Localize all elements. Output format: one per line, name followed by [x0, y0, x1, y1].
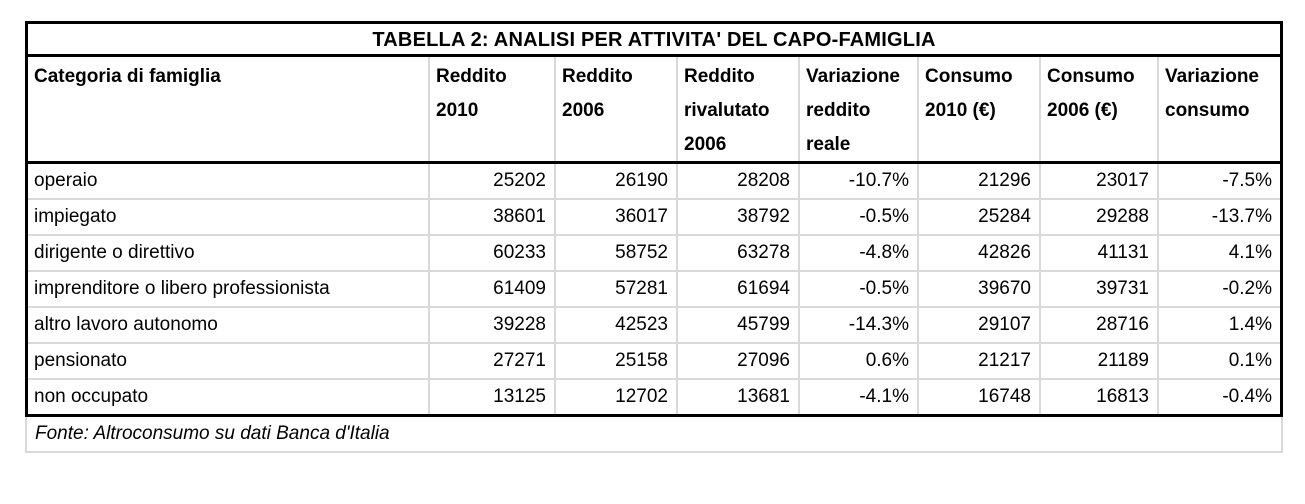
cell-reddito-2010: 38601 [428, 200, 554, 234]
header-row: Categoria di famiglia Reddito 2010 Reddi… [28, 57, 1280, 164]
cell-variazione-reddito-reale: -0.5% [798, 200, 917, 234]
cell-consumo-2006: 28716 [1039, 308, 1157, 342]
cell-consumo-2006: 39731 [1039, 272, 1157, 306]
cell-reddito-rivalutato-2006: 45799 [676, 308, 798, 342]
tabella-2-analisi: TABELLA 2: ANALISI PER ATTIVITA' DEL CAP… [25, 21, 1283, 453]
source-note: Fonte: Altroconsumo su dati Banca d'Ital… [25, 417, 1283, 453]
cell-reddito-rivalutato-2006: 27096 [676, 344, 798, 378]
cell-categoria: operaio [34, 170, 98, 191]
cell-reddito-2006: 25158 [554, 344, 676, 378]
cell-reddito-2010: 39228 [428, 308, 554, 342]
column-header-consumo-2006: Consumo 2006 (€) [1039, 57, 1157, 161]
cell-reddito-2010: 13125 [428, 380, 554, 414]
cell-variazione-reddito-reale: -4.8% [798, 236, 917, 270]
cell-consumo-2006: 16813 [1039, 380, 1157, 414]
cell-categoria: altro lavoro autonomo [34, 314, 218, 335]
cell-consumo-2010: 42826 [917, 236, 1039, 270]
cell-variazione-reddito-reale: -10.7% [798, 164, 917, 198]
cell-variazione-reddito-reale: -14.3% [798, 308, 917, 342]
cell-variazione-consumo: -13.7% [1157, 200, 1280, 234]
cell-reddito-rivalutato-2006: 61694 [676, 272, 798, 306]
cell-reddito-rivalutato-2006: 28208 [676, 164, 798, 198]
column-header-variazione-reddito-reale: Variazione reddito reale [798, 57, 917, 161]
table-title: TABELLA 2: ANALISI PER ATTIVITA' DEL CAP… [28, 24, 1280, 57]
cell-reddito-2010: 25202 [428, 164, 554, 198]
cell-reddito-2006: 26190 [554, 164, 676, 198]
table-row: non occupato 13125 12702 13681 -4.1% 167… [28, 378, 1280, 414]
table-row: operaio 25202 26190 28208 -10.7% 21296 2… [28, 164, 1280, 198]
cell-reddito-2006: 36017 [554, 200, 676, 234]
cell-consumo-2010: 21217 [917, 344, 1039, 378]
cell-reddito-rivalutato-2006: 13681 [676, 380, 798, 414]
column-header-variazione-consumo: Variazione consumo [1157, 57, 1280, 161]
cell-consumo-2010: 29107 [917, 308, 1039, 342]
cell-variazione-consumo: -7.5% [1157, 164, 1280, 198]
cell-consumo-2010: 16748 [917, 380, 1039, 414]
cell-reddito-2010: 27271 [428, 344, 554, 378]
cell-consumo-2006: 21189 [1039, 344, 1157, 378]
cell-reddito-2006: 57281 [554, 272, 676, 306]
column-header-consumo-2010: Consumo 2010 (€) [917, 57, 1039, 161]
cell-variazione-reddito-reale: -0.5% [798, 272, 917, 306]
cell-variazione-consumo: 1.4% [1157, 308, 1280, 342]
table-row: pensionato 27271 25158 27096 0.6% 21217 … [28, 342, 1280, 378]
cell-consumo-2010: 39670 [917, 272, 1039, 306]
cell-variazione-reddito-reale: 0.6% [798, 344, 917, 378]
cell-categoria: non occupato [34, 386, 149, 407]
table-row: imprenditore o libero professionista 614… [28, 270, 1280, 306]
cell-consumo-2006: 41131 [1039, 236, 1157, 270]
cell-variazione-consumo: 0.1% [1157, 344, 1280, 378]
cell-reddito-2006: 42523 [554, 308, 676, 342]
cell-reddito-2010: 61409 [428, 272, 554, 306]
table-row: altro lavoro autonomo 39228 42523 45799 … [28, 306, 1280, 342]
cell-categoria: imprenditore o libero professionista [34, 278, 330, 299]
cell-categoria: dirigente o direttivo [34, 242, 195, 263]
cell-variazione-consumo: 4.1% [1157, 236, 1280, 270]
cell-reddito-2010: 60233 [428, 236, 554, 270]
table-main: TABELLA 2: ANALISI PER ATTIVITA' DEL CAP… [25, 21, 1283, 417]
cell-variazione-consumo: -0.4% [1157, 380, 1280, 414]
cell-variazione-reddito-reale: -4.1% [798, 380, 917, 414]
cell-consumo-2006: 29288 [1039, 200, 1157, 234]
cell-categoria: pensionato [34, 350, 127, 371]
column-header-reddito-2010: Reddito 2010 [428, 57, 554, 161]
table-row: impiegato 38601 36017 38792 -0.5% 25284 … [28, 198, 1280, 234]
column-header-categoria: Categoria di famiglia [34, 66, 221, 87]
cell-reddito-rivalutato-2006: 38792 [676, 200, 798, 234]
table-row: dirigente o direttivo 60233 58752 63278 … [28, 234, 1280, 270]
cell-reddito-2006: 58752 [554, 236, 676, 270]
cell-consumo-2006: 23017 [1039, 164, 1157, 198]
column-header-reddito-rivalutato-2006: Reddito rivalutato 2006 [676, 57, 798, 161]
column-header-reddito-2006: Reddito 2006 [554, 57, 676, 161]
cell-variazione-consumo: -0.2% [1157, 272, 1280, 306]
cell-consumo-2010: 25284 [917, 200, 1039, 234]
cell-reddito-rivalutato-2006: 63278 [676, 236, 798, 270]
cell-categoria: impiegato [34, 206, 117, 227]
cell-consumo-2010: 21296 [917, 164, 1039, 198]
cell-reddito-2006: 12702 [554, 380, 676, 414]
